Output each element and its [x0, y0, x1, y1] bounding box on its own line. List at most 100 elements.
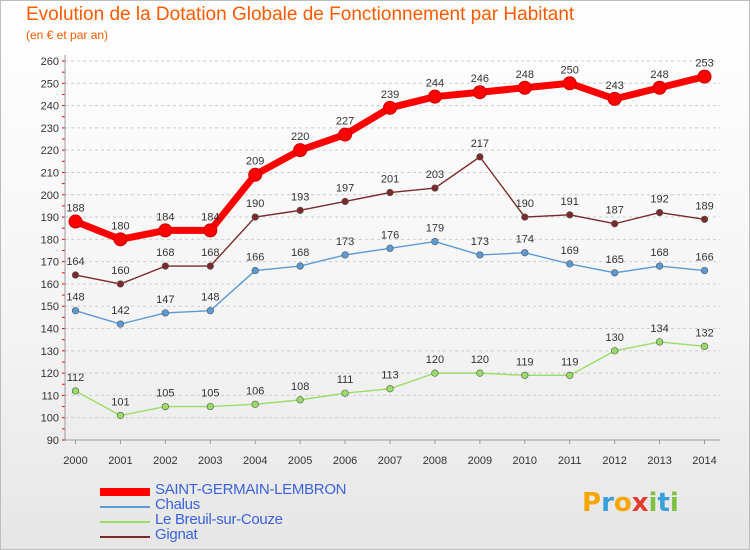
legend-swatch — [100, 521, 150, 523]
data-point — [431, 237, 439, 246]
data-point — [386, 385, 394, 393]
y-tick-label: 200 — [41, 190, 59, 202]
data-point — [296, 396, 304, 404]
data-label: 164 — [66, 256, 84, 268]
legend-swatch — [100, 506, 150, 508]
data-point — [476, 369, 484, 377]
data-label: 168 — [201, 247, 219, 259]
logo-letter: t — [657, 488, 670, 518]
logo-letter: P — [582, 488, 602, 518]
data-point — [566, 371, 574, 379]
data-label: 108 — [291, 381, 309, 393]
data-label: 168 — [156, 247, 174, 259]
data-point — [68, 214, 83, 229]
data-point — [517, 80, 532, 95]
logo-letter: i — [648, 488, 658, 518]
data-label: 130 — [605, 332, 623, 344]
data-label: 188 — [66, 203, 84, 215]
data-point — [251, 213, 259, 221]
data-point — [476, 153, 484, 161]
data-label: 248 — [516, 69, 534, 81]
legend-swatch — [100, 488, 150, 496]
data-label: 192 — [650, 194, 668, 206]
data-point — [521, 213, 529, 221]
data-point — [116, 280, 125, 288]
data-point — [116, 411, 125, 420]
data-point — [341, 197, 349, 206]
data-point — [161, 309, 169, 317]
data-point — [206, 262, 214, 270]
data-label: 190 — [516, 198, 534, 210]
data-point — [427, 89, 442, 104]
y-tick-label: 230 — [41, 123, 59, 135]
data-point — [386, 188, 394, 197]
y-tick-label: 220 — [41, 145, 59, 157]
y-tick-label: 250 — [41, 78, 59, 90]
x-tick-label: 2014 — [692, 455, 716, 467]
data-label: 120 — [471, 354, 489, 366]
y-tick-label: 150 — [41, 301, 59, 313]
data-label: 147 — [156, 294, 174, 306]
data-label: 166 — [246, 252, 264, 264]
data-point — [386, 244, 394, 252]
data-label: 180 — [111, 220, 129, 232]
data-point — [161, 262, 169, 270]
data-point — [161, 402, 169, 411]
legend-label: SAINT-GERMAIN-LEMBRON — [155, 481, 347, 498]
x-tick-label: 2007 — [378, 455, 402, 467]
data-point — [248, 167, 263, 182]
data-label: 190 — [246, 198, 264, 210]
data-label: 176 — [381, 229, 399, 241]
data-label: 193 — [291, 191, 309, 203]
data-point — [113, 232, 128, 247]
data-label: 101 — [111, 396, 129, 408]
legend-label: Chalus — [155, 496, 200, 513]
legend-swatch — [100, 536, 150, 538]
data-point — [116, 320, 125, 328]
data-point — [566, 211, 574, 219]
data-label: 173 — [336, 236, 354, 248]
data-point — [71, 387, 80, 395]
data-point — [700, 342, 709, 350]
data-label: 120 — [426, 354, 444, 366]
y-tick-label: 180 — [41, 234, 59, 246]
data-point — [251, 266, 259, 275]
data-label: 119 — [561, 356, 579, 368]
data-point — [655, 262, 664, 270]
data-point — [652, 80, 667, 95]
data-label: 189 — [695, 200, 713, 212]
x-tick-label: 2009 — [468, 455, 492, 467]
y-tick-label: 160 — [41, 279, 59, 291]
data-point — [341, 389, 349, 397]
data-label: 148 — [201, 292, 219, 304]
x-tick-label: 2008 — [423, 455, 447, 467]
data-label: 132 — [695, 327, 713, 339]
data-label: 134 — [650, 323, 668, 335]
data-point — [472, 85, 487, 100]
data-label: 244 — [426, 78, 444, 90]
data-point — [206, 307, 214, 315]
data-point — [611, 220, 619, 228]
data-label: 187 — [605, 205, 623, 217]
data-label: 217 — [471, 138, 489, 150]
data-label: 248 — [650, 69, 668, 81]
proxiti-logo: Proxiti — [582, 488, 679, 518]
data-point — [521, 249, 529, 257]
logo-letter: r — [601, 488, 614, 518]
y-tick-label: 140 — [41, 324, 59, 336]
data-point — [71, 271, 80, 279]
y-tick-label: 110 — [41, 390, 59, 402]
data-point — [562, 76, 577, 91]
data-label: 184 — [156, 211, 174, 223]
data-label: 220 — [291, 131, 309, 143]
data-point — [206, 402, 214, 411]
x-tick-label: 2013 — [647, 455, 671, 467]
logo-letter: o — [613, 488, 632, 518]
data-label: 250 — [561, 64, 579, 76]
data-point — [611, 347, 619, 355]
data-label: 168 — [650, 247, 668, 259]
data-label: 112 — [67, 372, 85, 384]
data-point — [296, 206, 304, 214]
